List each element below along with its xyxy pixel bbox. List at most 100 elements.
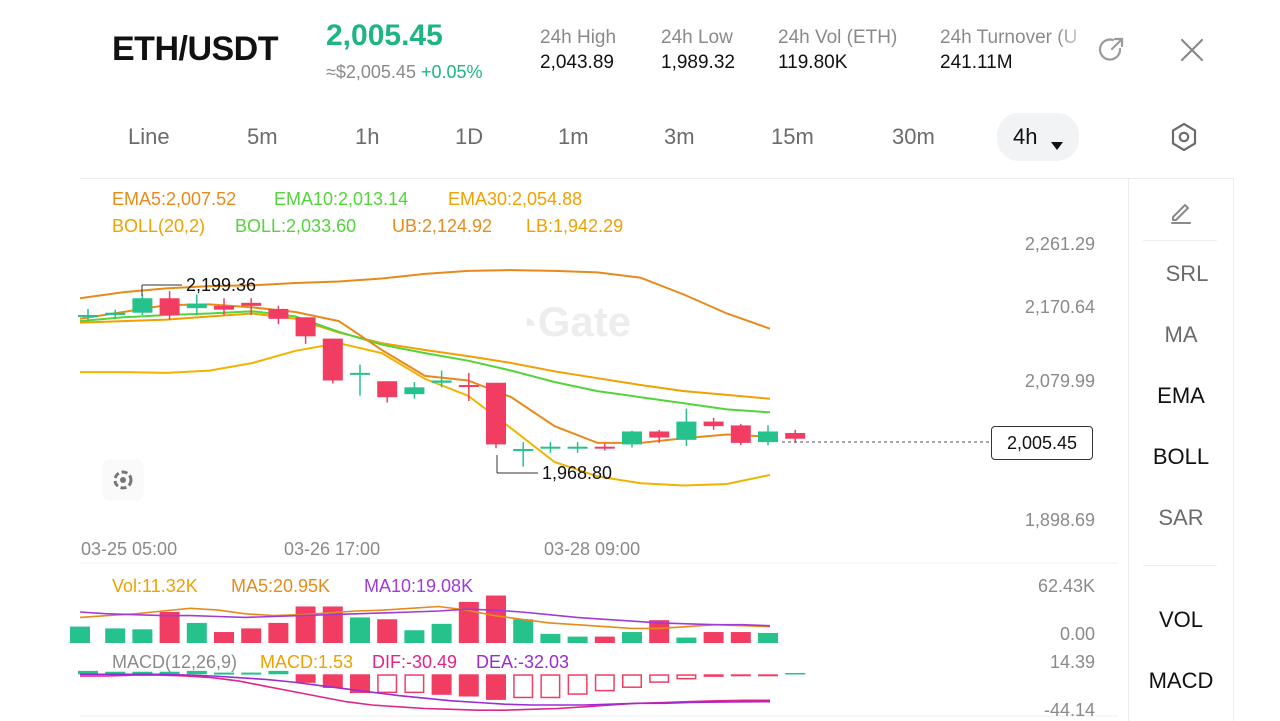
volume-bar-down bbox=[377, 619, 398, 643]
volume-ma10-line bbox=[79, 608, 771, 627]
indicator-macd[interactable]: MACD bbox=[1148, 668, 1214, 693]
tab-line[interactable]: Line bbox=[128, 124, 170, 149]
last-price: 2,005.45 bbox=[326, 19, 443, 52]
chart-area[interactable] bbox=[80, 178, 1128, 721]
tab-1h[interactable]: 1h bbox=[355, 124, 380, 149]
macd-bar-negative bbox=[377, 674, 398, 694]
candle-up bbox=[132, 298, 153, 313]
macd-bar-negative bbox=[404, 674, 425, 694]
volume-bar-up bbox=[404, 630, 425, 643]
candle-up bbox=[105, 312, 126, 316]
tab-1d[interactable]: 1D bbox=[455, 124, 484, 149]
candle-up bbox=[540, 446, 561, 449]
legend-dif: DIF:-30.49 bbox=[372, 652, 458, 672]
legend-vol-ma10: MA10:19.08K bbox=[364, 576, 474, 596]
tab-5m[interactable]: 5m bbox=[247, 124, 278, 149]
candle-up bbox=[567, 446, 588, 449]
legend-macd: MACD(12,26,9) bbox=[112, 652, 238, 672]
candle-down bbox=[730, 425, 751, 443]
candle-down bbox=[159, 298, 180, 316]
macd-axis-top: 14.39 bbox=[1049, 652, 1095, 672]
indicator-boll[interactable]: BOLL bbox=[1152, 444, 1210, 469]
stat-turnover-label-clip: 24h Turnover (U bbox=[940, 27, 1084, 49]
candle-up bbox=[78, 315, 98, 318]
volume-bar-up bbox=[540, 633, 561, 643]
volume-bar-down bbox=[241, 628, 262, 643]
macd-bar-positive bbox=[78, 670, 98, 675]
current-price-tag: 2,005.45 bbox=[991, 426, 1093, 460]
stat-low-value: 1,989.32 bbox=[661, 52, 735, 73]
tab-30m[interactable]: 30m bbox=[892, 124, 935, 149]
price-axis-label: 2,079.99 bbox=[1024, 371, 1095, 391]
share-icon[interactable] bbox=[1097, 35, 1127, 65]
vol-axis-top: 62.43K bbox=[1037, 576, 1095, 596]
macd-bar-negative bbox=[322, 674, 343, 688]
volume-bar-down bbox=[458, 601, 479, 643]
candle-down bbox=[322, 338, 343, 381]
candle-down bbox=[703, 421, 724, 427]
macd-bar-negative bbox=[431, 674, 452, 695]
volume-bar-down bbox=[730, 632, 751, 643]
drawing-tool-toggle[interactable] bbox=[104, 461, 142, 499]
close-icon[interactable] bbox=[1178, 36, 1206, 64]
indicator-sar[interactable]: SAR bbox=[1158, 505, 1204, 530]
volume-bar-up bbox=[350, 617, 370, 643]
macd-axis-bottom: -44.14 bbox=[1043, 700, 1095, 720]
macd-bar-negative bbox=[703, 674, 724, 677]
volume-bar-up bbox=[70, 626, 90, 643]
macd-bar-negative bbox=[758, 674, 778, 677]
pencil-icon[interactable] bbox=[1167, 197, 1195, 225]
tab-1m[interactable]: 1m bbox=[558, 124, 589, 149]
legend-dea: DEA:-32.03 bbox=[476, 652, 570, 672]
time-axis-label: 03-26 17:00 bbox=[284, 539, 381, 559]
low-price-marker: 1,968.80 bbox=[542, 463, 613, 483]
volume-ma5-line bbox=[79, 605, 771, 630]
indicator-ma[interactable]: MA bbox=[1164, 322, 1198, 347]
indicator-srl[interactable]: SRL bbox=[1165, 261, 1209, 286]
tab-15m[interactable]: 15m bbox=[771, 124, 814, 149]
candle-up bbox=[431, 380, 452, 383]
volume-bar-down bbox=[268, 622, 289, 643]
volume-bar-down bbox=[486, 595, 506, 643]
panel-divider bbox=[1143, 565, 1217, 566]
panel-divider bbox=[1143, 240, 1217, 241]
tab-3m[interactable]: 3m bbox=[664, 124, 695, 149]
legend-lb: LB:1,942.29 bbox=[526, 216, 624, 236]
volume-bar-up bbox=[676, 637, 697, 643]
indicator-ema[interactable]: EMA bbox=[1157, 383, 1205, 408]
legend-ema5: EMA5:2,007.52 bbox=[112, 189, 237, 209]
settings-icon[interactable] bbox=[1170, 122, 1198, 152]
candle-down bbox=[594, 446, 615, 449]
candle-down bbox=[295, 317, 316, 337]
candle-down bbox=[486, 382, 506, 445]
ema30-line bbox=[79, 312, 771, 400]
macd-bar-negative bbox=[486, 674, 506, 700]
macd-bar-positive bbox=[785, 672, 806, 675]
macd-bar-positive bbox=[159, 671, 180, 675]
candle-down bbox=[785, 432, 806, 439]
macd-bar-negative bbox=[350, 674, 370, 694]
legend-vol: Vol:11.32K bbox=[112, 576, 198, 596]
indicator-vol[interactable]: VOL bbox=[1158, 607, 1204, 632]
volume-bar-down bbox=[703, 632, 724, 643]
boll-mid-line bbox=[79, 310, 771, 414]
volume-bar-up bbox=[567, 636, 588, 643]
legend-ema30: EMA30:2,054.88 bbox=[448, 189, 583, 209]
legend-boll-mid: BOLL:2,033.60 bbox=[235, 216, 357, 236]
candle-down bbox=[458, 385, 479, 388]
price-axis-label: 1,898.69 bbox=[1024, 510, 1095, 530]
macd-dif-line bbox=[80, 674, 770, 711]
tab-4h-active[interactable]: 4h bbox=[997, 113, 1079, 161]
time-axis-label: 03-28 09:00 bbox=[544, 539, 641, 559]
vol-axis-bottom: 0.00 bbox=[1059, 624, 1095, 644]
macd-bar-negative bbox=[567, 674, 588, 695]
boll-lower-band bbox=[80, 342, 771, 487]
macd-bar-positive bbox=[268, 670, 289, 675]
volume-bar-up bbox=[431, 623, 452, 643]
legend-ub: UB:2,124.92 bbox=[392, 216, 493, 236]
watermark-logo: ◔Gate bbox=[516, 298, 632, 345]
macd-bar-negative bbox=[458, 674, 479, 697]
macd-bar-positive bbox=[214, 672, 234, 675]
volume-bar-down bbox=[594, 636, 615, 643]
price-axis-label: 2,170.64 bbox=[1024, 297, 1095, 317]
